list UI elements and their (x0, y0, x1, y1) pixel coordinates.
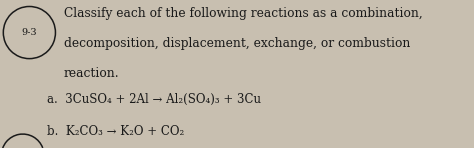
Text: b.  K₂CO₃ → K₂O + CO₂: b. K₂CO₃ → K₂O + CO₂ (47, 125, 185, 138)
Text: 9-3: 9-3 (22, 28, 37, 37)
Text: Classify each of the following reactions as a combination,: Classify each of the following reactions… (64, 7, 423, 20)
Text: decomposition, displacement, exchange, or combustion: decomposition, displacement, exchange, o… (64, 37, 410, 50)
Text: a.  3CuSO₄ + 2Al → Al₂(SO₄)₃ + 3Cu: a. 3CuSO₄ + 2Al → Al₂(SO₄)₃ + 3Cu (47, 93, 261, 106)
Text: reaction.: reaction. (64, 67, 119, 80)
